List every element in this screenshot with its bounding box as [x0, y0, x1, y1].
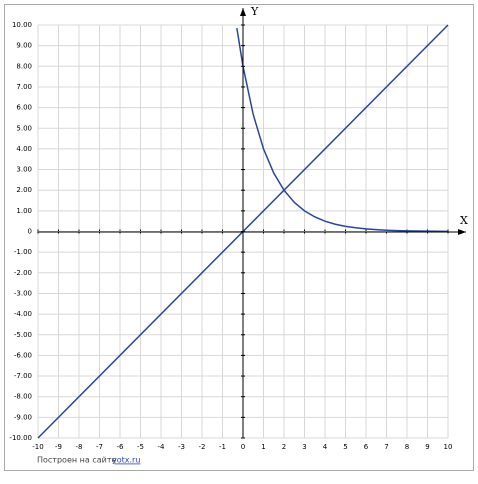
x-tick-label: 9 — [425, 443, 429, 451]
y-tick-label: 4.00 — [16, 145, 32, 153]
x-tick-label: 4 — [323, 443, 328, 451]
y-tick-label: 7.00 — [16, 83, 32, 91]
y-tick-label: -2.00 — [14, 269, 32, 277]
y-tick-label: -3.00 — [14, 289, 32, 297]
y-tick-label: 0 — [28, 228, 32, 236]
y-tick-label: 8.00 — [16, 62, 32, 70]
x-tick-label: -2 — [199, 443, 206, 451]
x-tick-label: -10 — [32, 443, 43, 451]
x-tick-label: -1 — [219, 443, 226, 451]
y-arrow — [240, 8, 246, 16]
y-tick-label: 10.00 — [12, 21, 32, 29]
series-line — [236, 27, 449, 233]
y-tick-label: -8.00 — [14, 393, 32, 401]
x-tick-label: 6 — [364, 443, 369, 451]
x-tick-label: 3 — [302, 443, 306, 451]
x-tick-label: -8 — [76, 443, 83, 451]
x-tick-label: -4 — [158, 443, 166, 451]
y-tick-label: -1.00 — [14, 248, 32, 256]
x-tick-label: 2 — [282, 443, 286, 451]
x-tick-label: -9 — [55, 443, 62, 451]
y-tick-label: 1.00 — [16, 207, 32, 215]
y-tick-label: 5.00 — [16, 124, 32, 132]
x-tick-label: 10 — [444, 443, 453, 451]
x-tick-label: 8 — [405, 443, 409, 451]
x-tick-label: -5 — [137, 443, 144, 451]
y-tick-label: -5.00 — [14, 331, 32, 339]
y-axis-label: Y — [250, 5, 259, 18]
y-tick-label: 6.00 — [16, 104, 32, 112]
x-tick-label: 5 — [343, 443, 347, 451]
x-tick-label: 0 — [241, 443, 245, 451]
y-tick-label: 9.00 — [16, 42, 32, 50]
y-tick-label: -6.00 — [14, 351, 32, 359]
x-tick-label: 1 — [261, 443, 265, 451]
x-axis-label: X — [460, 214, 468, 227]
x-arrow — [458, 229, 466, 235]
y-tick-label: -7.00 — [14, 372, 32, 380]
y-tick-label: -4.00 — [14, 310, 32, 318]
y-tick-label: 2.00 — [16, 186, 32, 194]
x-tick-label: -7 — [96, 443, 103, 451]
x-tick-label: 7 — [384, 443, 388, 451]
footer: Построен на сайте — [37, 456, 116, 465]
footer-link[interactable]: yotx.ru — [112, 456, 140, 465]
y-tick-label: 3.00 — [16, 166, 32, 174]
x-tick-label: -3 — [178, 443, 185, 451]
y-tick-label: -9.00 — [14, 413, 32, 421]
x-tick-label: -6 — [117, 443, 125, 451]
y-tick-label: -10.00 — [9, 434, 32, 442]
